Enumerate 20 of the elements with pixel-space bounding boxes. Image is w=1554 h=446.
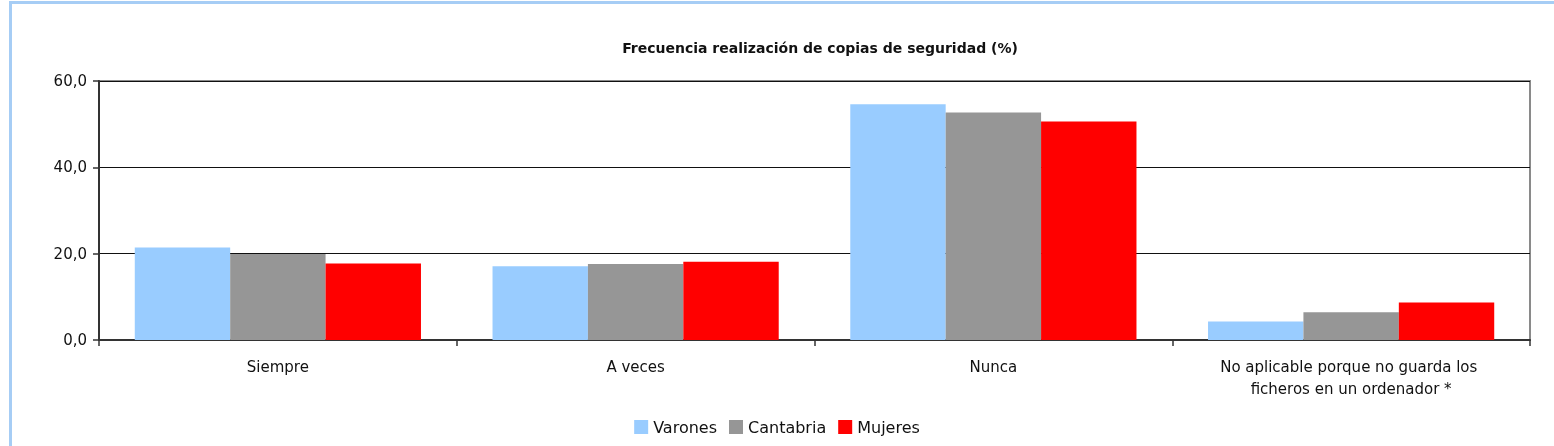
- bar: [492, 266, 588, 340]
- bar: [683, 261, 779, 340]
- legend-label: Cantabria: [748, 417, 827, 437]
- y-tick-label: 20,0: [53, 244, 87, 263]
- y-tick-label: 0,0: [63, 331, 87, 349]
- y-tick-label: 40,0: [53, 158, 87, 177]
- bar: [134, 247, 231, 340]
- x-tick-label: Nunca: [969, 358, 1018, 376]
- bar: [1041, 121, 1137, 340]
- chart-title: Frecuencia realización de copias de seguridad (%): [622, 40, 1018, 56]
- legend-label: Varones: [653, 417, 718, 437]
- bar: [325, 263, 421, 340]
- x-tick-label: Siempre: [246, 358, 309, 376]
- bar: [1208, 321, 1304, 340]
- x-tick-label: No aplicable porque no guarda los ficheros en un ordenador *: [1220, 358, 1483, 398]
- legend-label: Mujeres: [857, 417, 920, 437]
- x-tick-label: A veces: [606, 358, 666, 376]
- y-tick-label: 60,0: [53, 72, 87, 90]
- bar: [850, 104, 946, 340]
- bar: [1398, 302, 1495, 340]
